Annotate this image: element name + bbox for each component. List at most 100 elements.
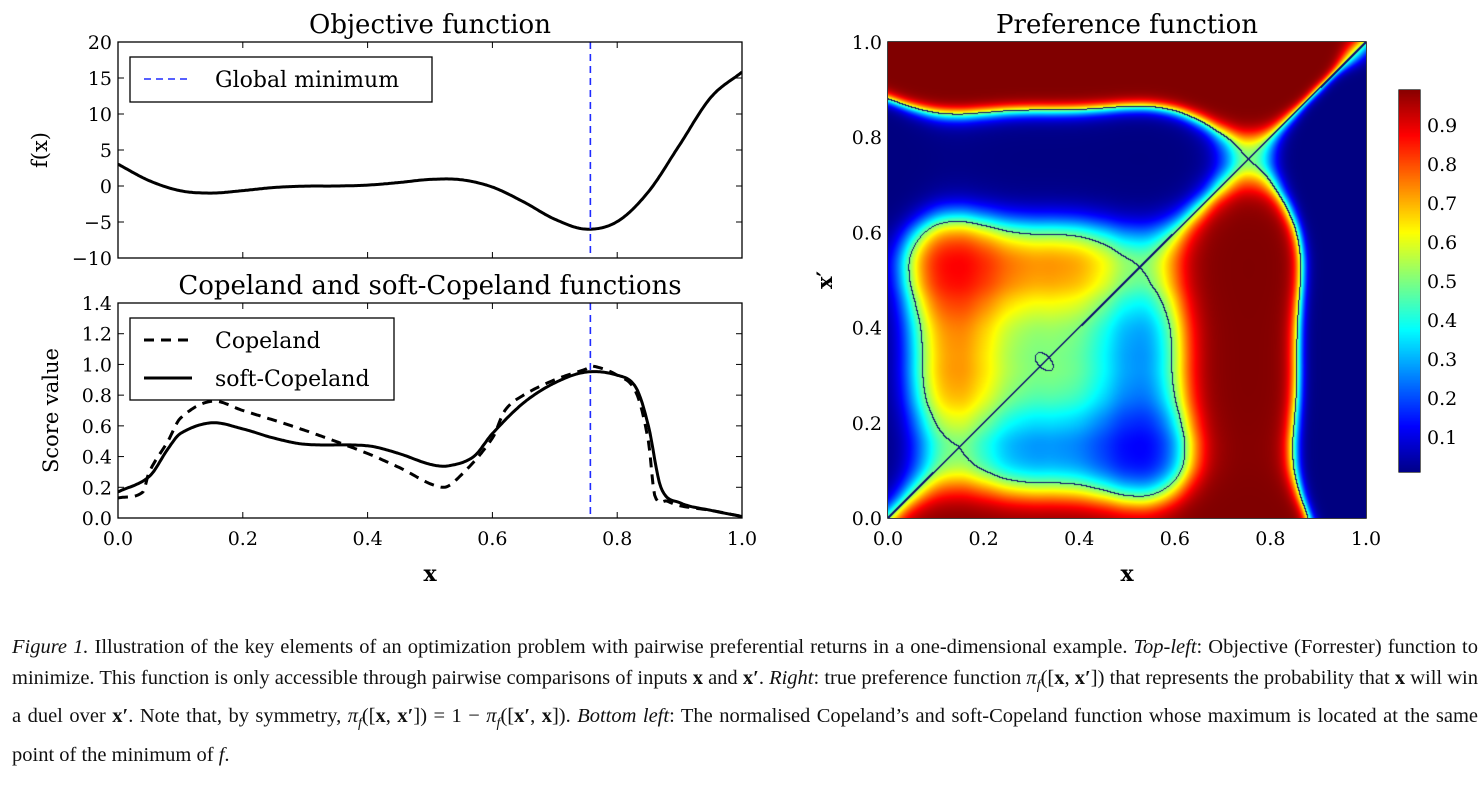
chart-title: Objective function xyxy=(309,10,551,40)
y-tick-label: 1.2 xyxy=(82,324,112,346)
colorbar-tick-label: 0.9 xyxy=(1427,115,1457,137)
caption-segment: : The normalised Copeland’s and soft-Cop… xyxy=(12,705,1479,766)
caption-segment: x xyxy=(1394,666,1406,689)
y-tick-label: 0.2 xyxy=(82,477,112,499)
legend-label: Copeland xyxy=(215,329,321,354)
x-tick-label: 0.6 xyxy=(1160,528,1190,550)
caption-segment: f xyxy=(496,716,501,732)
caption-segment: ]) that represents the probability that xyxy=(1090,666,1395,689)
axes-1: Copeland and soft-Copeland functions0.00… xyxy=(39,271,757,587)
colorbar-tick-label: 0.4 xyxy=(1427,310,1457,332)
caption-segment: . xyxy=(224,743,230,766)
x-tick-label: 0.8 xyxy=(602,528,632,550)
y-tick-label: 0.4 xyxy=(82,447,112,469)
caption-segment: ([ xyxy=(1040,666,1055,689)
caption-segment: x xyxy=(1054,666,1065,689)
x-axis-label: x xyxy=(1120,561,1134,587)
colorbar-tick-label: 0.6 xyxy=(1427,232,1457,254)
x-axis-label: x xyxy=(423,561,437,587)
chart-title: Preference function xyxy=(996,10,1258,40)
y-tick-label: 0.2 xyxy=(852,413,882,435)
colorbar-tick-label: 0.2 xyxy=(1427,388,1457,410)
y-tick-label: 1.0 xyxy=(852,32,882,54)
caption-segment: x xyxy=(692,666,703,689)
colorbar-tick-label: 0.8 xyxy=(1427,154,1457,176)
y-tick-label: 0.4 xyxy=(852,318,882,340)
caption-segment: , xyxy=(530,705,542,728)
y-tick-label: 1.0 xyxy=(82,354,112,376)
y-tick-label: −10 xyxy=(72,248,112,270)
figure-caption: Figure 1. Illustration of the key elemen… xyxy=(12,632,1478,770)
x-tick-label: 1.0 xyxy=(1351,528,1381,550)
y-tick-label: 0 xyxy=(100,176,112,198)
series-line-copeland xyxy=(118,364,742,518)
caption-segment: x′ xyxy=(1074,666,1091,689)
caption-segment: π xyxy=(1026,666,1037,689)
caption-segment: f xyxy=(218,743,225,766)
y-tick-label: 0.0 xyxy=(82,508,112,530)
legend-label: soft-Copeland xyxy=(215,367,370,392)
caption-segment: Top-left xyxy=(1133,636,1197,658)
x-tick-label: 0.0 xyxy=(103,528,133,550)
caption-segment: x′ xyxy=(112,705,129,728)
y-tick-label: 0.6 xyxy=(82,416,112,438)
caption-segment: . xyxy=(758,666,770,689)
caption-segment: ([ xyxy=(361,705,376,728)
y-tick-label: 0.8 xyxy=(82,385,112,407)
y-tick-label: −5 xyxy=(84,212,112,234)
caption-segment: π xyxy=(486,705,497,728)
caption-segment: Bottom left xyxy=(577,705,670,728)
caption-segment: f xyxy=(1036,677,1041,693)
y-tick-label: 5 xyxy=(100,140,112,162)
caption-segment: ]) = 1 − xyxy=(413,705,487,728)
x-tick-label: 0.4 xyxy=(352,528,382,550)
caption-segment: will win a duel over xyxy=(12,666,1478,728)
x-tick-label: 0.8 xyxy=(1255,528,1285,550)
colorbar-tick-label: 0.7 xyxy=(1427,193,1457,215)
y-axis-label: x′ xyxy=(812,271,837,290)
caption-segment: . Note that, by symmetry, xyxy=(128,705,348,728)
caption-segment: ([ xyxy=(500,705,515,728)
colorbar-tick-label: 0.5 xyxy=(1427,271,1457,293)
series-line-soft-copeland xyxy=(118,370,742,518)
chart-title: Copeland and soft-Copeland functions xyxy=(178,271,681,301)
y-tick-label: 0.6 xyxy=(852,222,882,244)
legend-box xyxy=(129,317,395,401)
axes-0: Objective function −10 −5 0 5 10 15 20 f(x) Globa… xyxy=(28,10,743,270)
caption-segment: x′ xyxy=(397,705,414,728)
caption-segment: f xyxy=(357,716,362,732)
series-line-f-x- xyxy=(118,70,742,231)
caption-segment: π xyxy=(347,705,358,728)
y-tick-label: 1.4 xyxy=(82,293,112,315)
caption-segment: x′ xyxy=(742,666,759,689)
y-tick-label: 15 xyxy=(88,68,112,90)
x-tick-label: 0.6 xyxy=(477,528,507,550)
colorbar-tick-label: 0.1 xyxy=(1427,427,1457,449)
x-tick-label: 1.0 xyxy=(727,528,757,550)
preference-heatmap xyxy=(888,42,1366,518)
y-tick-label: 0.8 xyxy=(852,127,882,149)
y-axis-label: Score value xyxy=(39,348,63,473)
caption-segment: : true preference function xyxy=(813,666,1027,689)
caption-segment: Right xyxy=(769,666,814,689)
caption-segment: Illustration of the key elements of an o… xyxy=(88,636,1134,658)
figure-plots: Objective function −10 −5 0 5 10 15 20 f(x) Globa… xyxy=(28,10,1457,587)
caption-segment: x xyxy=(541,705,552,728)
caption-segment: Figure 1. xyxy=(12,636,89,658)
caption-segment: : Objective (Forrester) function to mini… xyxy=(12,636,1478,689)
y-tick-label: 20 xyxy=(88,32,112,54)
y-axis-label: f(x) xyxy=(28,132,52,168)
x-tick-label: 0.2 xyxy=(968,528,998,550)
plot-frame xyxy=(117,302,743,519)
y-tick-label: 0.0 xyxy=(852,508,882,530)
plot-frame xyxy=(117,41,743,259)
caption-segment: and xyxy=(702,666,743,689)
caption-segment: x′ xyxy=(514,705,531,728)
x-tick-label: 0.4 xyxy=(1064,528,1094,550)
caption-segment: , xyxy=(385,705,398,728)
colorbar-tick-label: 0.3 xyxy=(1427,349,1457,371)
colorbar xyxy=(1399,90,1420,472)
y-tick-label: 10 xyxy=(88,104,112,126)
caption-segment: x xyxy=(375,705,386,728)
x-tick-label: 0.2 xyxy=(228,528,258,550)
